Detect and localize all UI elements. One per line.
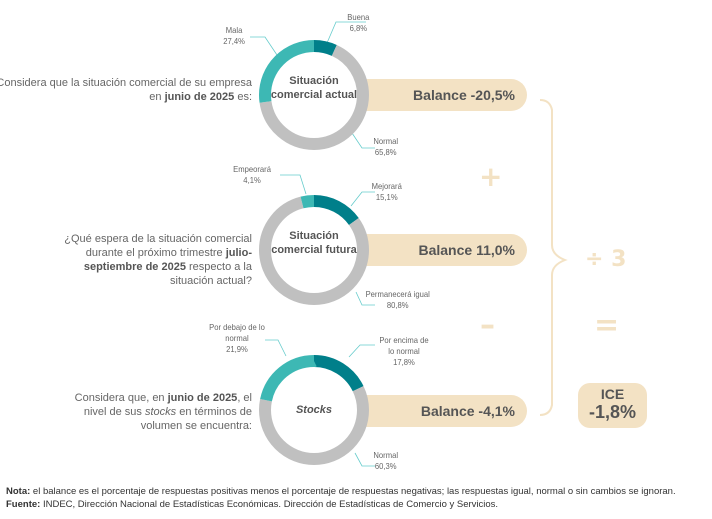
donut-segment: [259, 40, 369, 150]
footer-source: Fuente: INDEC, Dirección Nacional de Est…: [6, 499, 499, 510]
question-3: Considera que, en junio de 2025, el nive…: [74, 392, 252, 432]
label-por-debajo: Por debajo de lo normal 21,9%: [209, 322, 265, 354]
ice-result: ICE -1,8%: [578, 383, 647, 428]
label-normal-3: Normal 60,3%: [373, 450, 399, 471]
label-permanecera: Permanecerá igual 80,8%: [365, 289, 430, 310]
label-normal-1: Normal 65,8%: [373, 136, 399, 157]
footer-note: Nota: el balance es el porcentaje de res…: [6, 486, 676, 497]
question-1: Considera que la situación comercial de …: [0, 77, 252, 103]
label-mejorara: Mejorará 15,1%: [371, 181, 402, 202]
donut-center-stocks: Stocks: [295, 404, 333, 416]
label-buena: Buena 6,8%: [347, 12, 370, 33]
donut-center-futura: Situación comercial futura: [271, 230, 357, 256]
donut-segment: [259, 355, 369, 465]
donut-segment: [259, 40, 369, 150]
bracket: [539, 99, 568, 416]
question-2: ¿Qué espera de la situación comercial du…: [64, 233, 252, 287]
balance-stocks: Balance -4,1%: [365, 395, 527, 427]
label-por-encima: Por encima de lo normal 17,8%: [379, 335, 429, 367]
label-mala: Mala 27,4%: [223, 25, 245, 46]
label-empeorara: Empeorará 4,1%: [233, 164, 271, 185]
donut-segment: [259, 355, 369, 465]
balance-actual: Balance -20,5%: [365, 79, 527, 111]
equals-sign: =: [594, 308, 620, 343]
donut-center-actual: Situación comercial actual: [270, 75, 358, 101]
divide-by-3: ÷ 3: [585, 247, 627, 272]
balance-futura: Balance 11,0%: [365, 234, 527, 266]
plus-sign: +: [479, 160, 503, 193]
minus-sign: –: [480, 308, 495, 343]
donut-segment: [259, 195, 369, 305]
donut-segment: [259, 195, 369, 305]
